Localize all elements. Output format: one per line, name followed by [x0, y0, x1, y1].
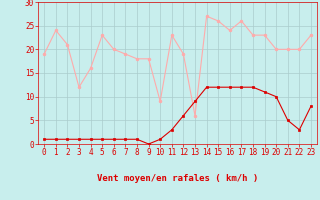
- X-axis label: Vent moyen/en rafales ( km/h ): Vent moyen/en rafales ( km/h ): [97, 174, 258, 183]
